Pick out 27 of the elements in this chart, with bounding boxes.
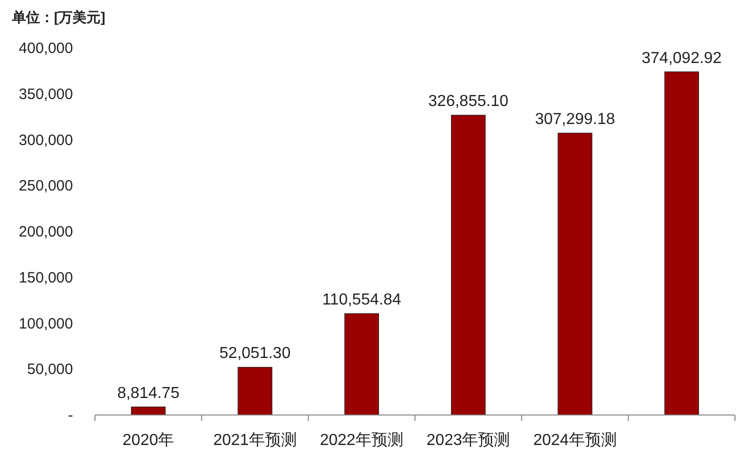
y-tick-label: 50,000 <box>27 361 73 378</box>
y-tick-label: - <box>68 407 73 424</box>
x-tick-label: 2022年预测 <box>320 432 404 449</box>
y-axis-title: 单位：[万美元] <box>11 9 106 25</box>
y-tick-label: 150,000 <box>18 269 73 286</box>
y-tick-label: 300,000 <box>18 132 73 149</box>
y-tick-label: 400,000 <box>18 40 73 57</box>
bar <box>238 366 272 416</box>
bar <box>664 71 699 416</box>
data-label: 374,092.92 <box>642 50 722 67</box>
bar <box>558 132 592 416</box>
x-tick-label: 2021年预测 <box>213 432 297 449</box>
data-label: 52,051.30 <box>219 345 291 362</box>
data-label: 307,299.18 <box>534 111 616 128</box>
bar <box>451 114 486 416</box>
bar <box>344 313 379 416</box>
data-label: 326,855.10 <box>428 93 508 110</box>
y-tick-label: 350,000 <box>18 86 73 103</box>
x-tick-label: 2023年预测 <box>426 432 510 449</box>
data-label: 8,814.75 <box>117 384 180 402</box>
x-tick-label: 2020年 <box>122 432 174 449</box>
y-tick-label: 100,000 <box>18 315 73 332</box>
bar <box>131 406 166 416</box>
data-label: 110,554.84 <box>322 292 402 309</box>
x-tick-label: 2024年预测 <box>533 432 617 449</box>
y-tick-label: 250,000 <box>18 178 73 195</box>
y-tick-label: 200,000 <box>18 224 73 240</box>
